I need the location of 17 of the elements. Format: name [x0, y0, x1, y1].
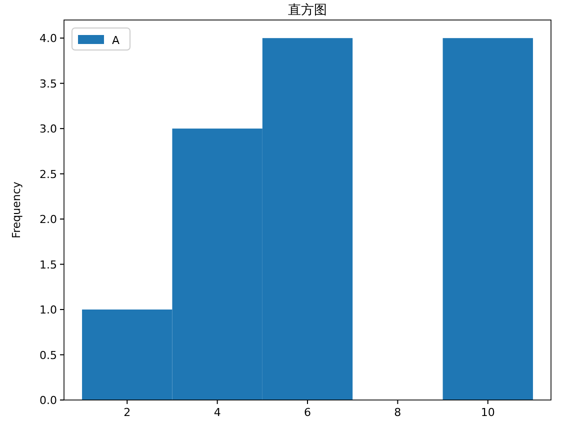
y-tick-label: 2.5 — [40, 168, 57, 181]
legend-label: A — [112, 34, 120, 47]
x-tick-label: 2 — [124, 406, 131, 419]
y-tick-label: 1.0 — [40, 304, 57, 317]
y-tick-label: 1.5 — [40, 258, 57, 272]
x-tick-label: 6 — [304, 406, 311, 419]
y-axis-title: Frequency — [10, 181, 23, 238]
y-tick-label: 2.0 — [40, 213, 57, 226]
chart-title: 直方图 — [288, 2, 327, 18]
y-tick-label: 0.0 — [40, 394, 57, 407]
y-tick-label: 3.0 — [40, 122, 57, 136]
x-tick-label: 8 — [394, 406, 402, 419]
x-tick-label: 10 — [480, 406, 495, 419]
y-tick-label: 3.5 — [40, 77, 57, 90]
y-tick-label: 0.5 — [40, 348, 57, 362]
y-tick-label: 4.0 — [40, 32, 57, 46]
x-tick-label: 4 — [214, 406, 221, 419]
